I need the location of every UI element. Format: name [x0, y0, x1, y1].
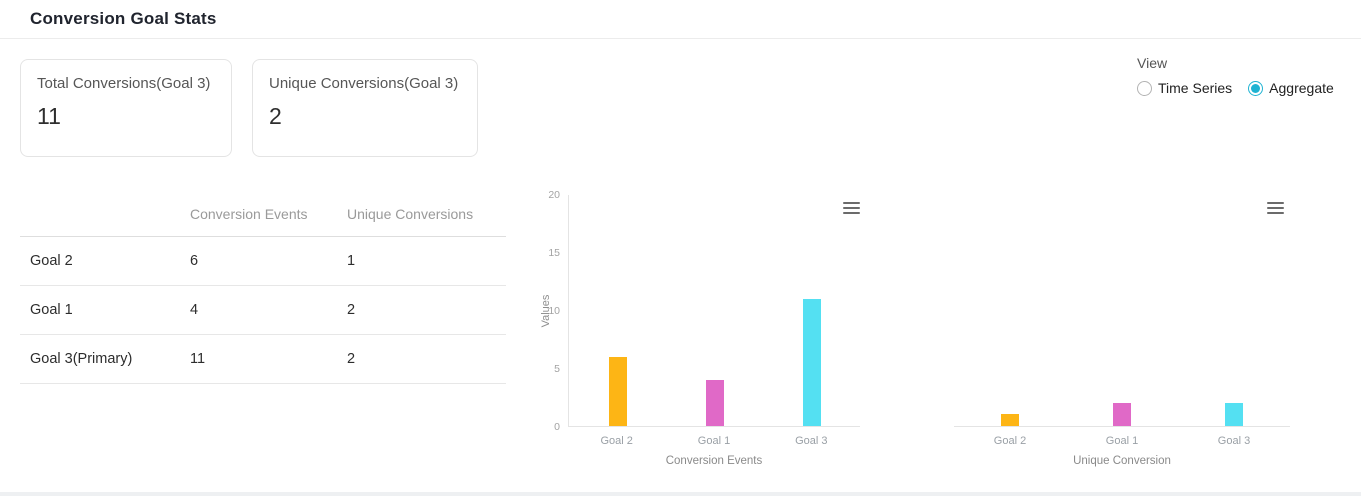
conversion-events-value: 4 [190, 285, 347, 335]
stat-card-label: Unique Conversions(Goal 3) [269, 75, 459, 92]
y-tick-label: 20 [548, 189, 560, 201]
bar-goal-1 [1113, 402, 1131, 426]
unique-conversions-value: 1 [347, 236, 506, 286]
unique-conversions-value: 2 [347, 285, 506, 335]
y-tick-label: 0 [554, 421, 560, 433]
radio-unchecked-icon [1137, 80, 1152, 96]
hamburger-menu-icon[interactable] [1267, 199, 1284, 217]
x-axis-title: Conversion Events [665, 455, 763, 467]
radio-checked-icon [1248, 80, 1264, 96]
stat-card-value: 11 [37, 103, 61, 129]
view-toggle-options: Time Series Aggregate [1137, 80, 1334, 96]
bar-goal-1 [705, 379, 724, 426]
stat-card-unique-conversions: Unique Conversions(Goal 3) 2 [252, 59, 478, 157]
radio-time-series[interactable]: Time Series [1137, 80, 1232, 96]
radio-aggregate[interactable]: Aggregate [1248, 80, 1334, 96]
stat-card-value: 2 [269, 103, 282, 129]
column-conversion-events: Conversion Events [190, 198, 347, 237]
bar-goal-3 [802, 298, 821, 426]
x-category-label: Goal 3 [795, 435, 828, 447]
goal-name: Goal 1 [20, 285, 190, 335]
y-tick-label: 10 [548, 305, 560, 317]
x-category-label: Goal 2 [600, 435, 633, 447]
y-tick-label: 5 [554, 363, 560, 375]
column-goal-name [20, 198, 190, 237]
page-title: Conversion Goal Stats [30, 9, 217, 28]
table-row: Goal 3(Primary) 11 2 [20, 334, 506, 384]
hamburger-menu-icon[interactable] [843, 199, 860, 217]
goals-table: Conversion Events Unique Conversions Goa… [20, 198, 506, 384]
y-axis-ticks: 0 5 10 15 20 [538, 189, 564, 433]
radio-aggregate-label: Aggregate [1269, 80, 1334, 96]
x-axis-title: Unique Conversion [1073, 455, 1171, 467]
y-tick-label: 15 [548, 247, 560, 259]
stat-card-total-conversions: Total Conversions(Goal 3) 11 [20, 59, 232, 157]
bar-goal-3 [1225, 402, 1243, 426]
conversion-events-value: 11 [190, 334, 347, 384]
chart-conversion-events: Values 0 5 10 15 20 Goal 2 Goal 1 Goal 3 Conve… [538, 186, 870, 486]
conversion-events-value: 6 [190, 236, 347, 286]
view-toggle-label: View [1137, 55, 1168, 71]
bar-goal-2 [608, 356, 627, 426]
x-axis-category-labels: Goal 2 Goal 1 Goal 3 [954, 435, 1290, 449]
unique-conversions-value: 2 [347, 334, 506, 384]
x-category-label: Goal 3 [1217, 435, 1251, 447]
stat-card-label: Total Conversions(Goal 3) [37, 75, 211, 92]
table-header-row: Conversion Events Unique Conversions [20, 198, 506, 237]
table-row: Goal 1 4 2 [20, 285, 506, 335]
plot-area [954, 195, 1290, 427]
x-axis-category-labels: Goal 2 Goal 1 Goal 3 [568, 435, 860, 449]
bar-goal-2 [1001, 414, 1019, 426]
x-category-label: Goal 1 [1105, 435, 1139, 447]
goal-name: Goal 2 [20, 236, 190, 286]
table-row: Goal 2 6 1 [20, 236, 506, 286]
page-header: Conversion Goal Stats [0, 0, 1361, 39]
radio-time-series-label: Time Series [1158, 80, 1233, 96]
chart-unique-conversion: Goal 2 Goal 1 Goal 3 Unique Conversion [948, 186, 1296, 486]
x-category-label: Goal 2 [993, 435, 1027, 447]
plot-area [568, 195, 860, 427]
x-category-label: Goal 1 [697, 435, 731, 447]
goal-name: Goal 3(Primary) [20, 334, 190, 384]
column-unique-conversions: Unique Conversions [347, 198, 506, 237]
view-toggle-group: View Time Series Aggregate [1137, 55, 1334, 96]
